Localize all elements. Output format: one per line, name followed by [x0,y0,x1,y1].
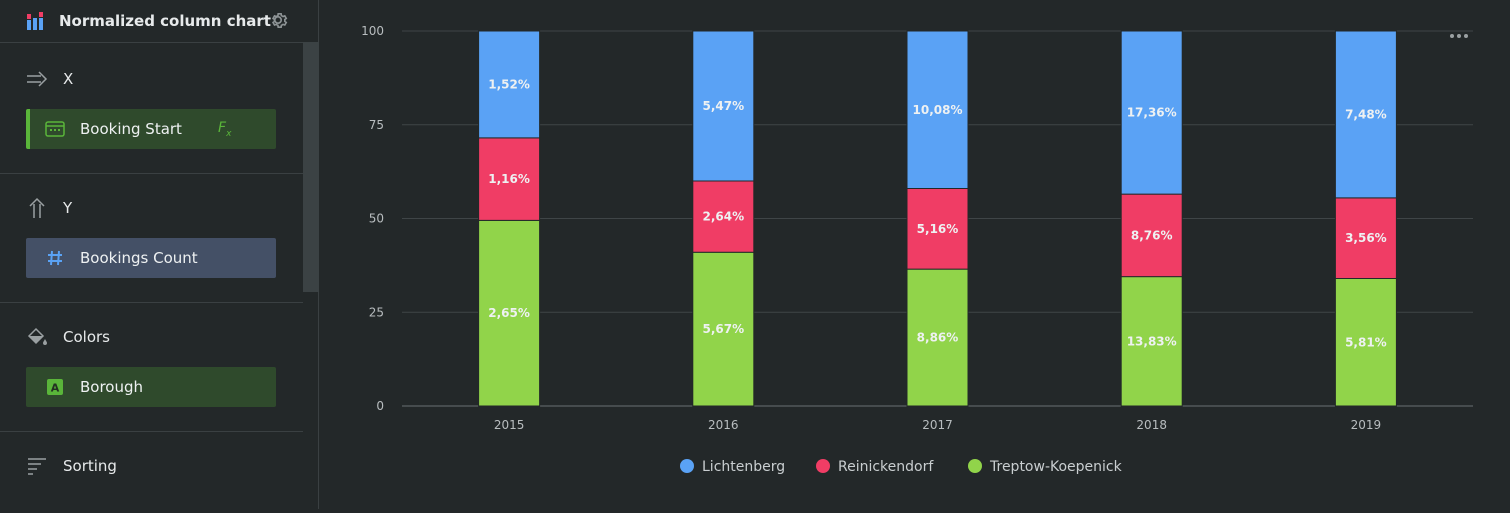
bar-segment [1120,276,1183,407]
bar-segment [906,188,969,270]
data-label: 3,56% [1345,231,1387,245]
y-tick-label: 100 [361,24,384,38]
bar-segment [692,180,755,253]
data-label: 7,48% [1345,107,1387,121]
colors-field-label: Borough [80,378,144,396]
colors-field-chip[interactable]: A Borough [26,367,276,407]
y-tick-label: 25 [369,305,384,319]
sorting-section: Sorting [0,431,303,509]
data-label: 5,47% [702,99,744,113]
bar-segment [1120,30,1183,195]
paint-bucket-icon [26,326,48,348]
hash-icon [44,247,66,269]
data-label: 2,65% [488,306,530,320]
chart-type-title: Normalized column chart [59,12,271,30]
chart-type-icon[interactable] [27,12,47,30]
svg-text:A: A [51,382,60,395]
normalized-column-chart: 0 25 50 75 100 2,65% 1,16% 1,52% 2015 5,67% 2,64% 5… [361,24,1473,475]
y-section: Y Bookings Count [0,173,303,303]
x-tick-label: 2019 [1351,418,1382,432]
x-field-chip[interactable]: Booking Start Fx [26,109,276,149]
chart-area: 0 25 50 75 100 2,65% 1,16% 1,52% 2015 5,67% 2,64% 5… [320,0,1510,509]
x-field-label: Booking Start [80,120,182,138]
y-tick-label: 0 [376,399,384,413]
y-field-label: Bookings Count [80,249,198,267]
bar-segment [692,30,755,182]
y-tick-label: 75 [369,118,384,132]
gear-icon[interactable] [267,9,289,31]
sidebar-scrollbar[interactable] [303,42,319,292]
data-label: 17,36% [1127,106,1177,120]
sort-icon [26,455,48,477]
bar-segment [478,219,541,407]
legend-swatch [816,459,830,473]
data-label: 1,52% [488,77,530,91]
data-label: 1,16% [488,172,530,186]
bar-segment [1334,278,1397,407]
x-tick-label: 2017 [922,418,953,432]
bar-segment [478,137,541,221]
arrow-up-icon [26,197,48,219]
legend-swatch [968,459,982,473]
x-tick-label: 2018 [1136,418,1167,432]
data-label: 5,16% [917,222,959,236]
formula-badge-label: F [218,119,227,136]
data-label: 2,64% [702,210,744,224]
x-tick-label: 2015 [494,418,525,432]
more-options-icon[interactable] [1448,30,1470,42]
text-type-icon: A [44,376,66,398]
sorting-label: Sorting [63,457,117,475]
x-label: X [63,70,74,88]
y-section-title: Y [26,197,72,219]
colors-section-title: Colors [26,326,110,348]
y-field-chip[interactable]: Bookings Count [26,238,276,278]
sorting-section-title[interactable]: Sorting [26,455,117,477]
x-tick-label: 2016 [708,418,739,432]
y-label: Y [63,199,73,217]
sidebar: Normalized column chart X Booking Start … [0,0,319,509]
legend-swatch [680,459,694,473]
data-label: 8,86% [917,331,959,345]
bar-segment [692,251,755,407]
data-label: 10,08% [913,103,963,117]
x-section: X Booking Start Fx [0,43,303,174]
colors-label: Colors [63,328,110,346]
x-section-title: X [26,68,73,90]
bar-segment [478,30,541,139]
arrow-right-icon [26,68,48,90]
bar-segment [906,30,969,189]
legend-label: Reinickendorf [838,459,934,475]
calendar-icon [44,118,66,140]
data-label: 5,67% [702,322,744,336]
legend-label: Lichtenberg [702,459,785,475]
bar-segment [1334,30,1397,199]
colors-section: Colors A Borough [0,302,303,432]
bar-segment [1334,197,1397,279]
data-label: 5,81% [1345,335,1387,349]
y-tick-label: 50 [369,212,384,226]
data-label: 8,76% [1131,228,1173,242]
legend-label: Treptow-Koepenick [989,459,1123,475]
sidebar-header: Normalized column chart [0,0,318,43]
formula-icon[interactable]: Fx [218,119,232,139]
data-label: 13,83% [1127,334,1177,348]
